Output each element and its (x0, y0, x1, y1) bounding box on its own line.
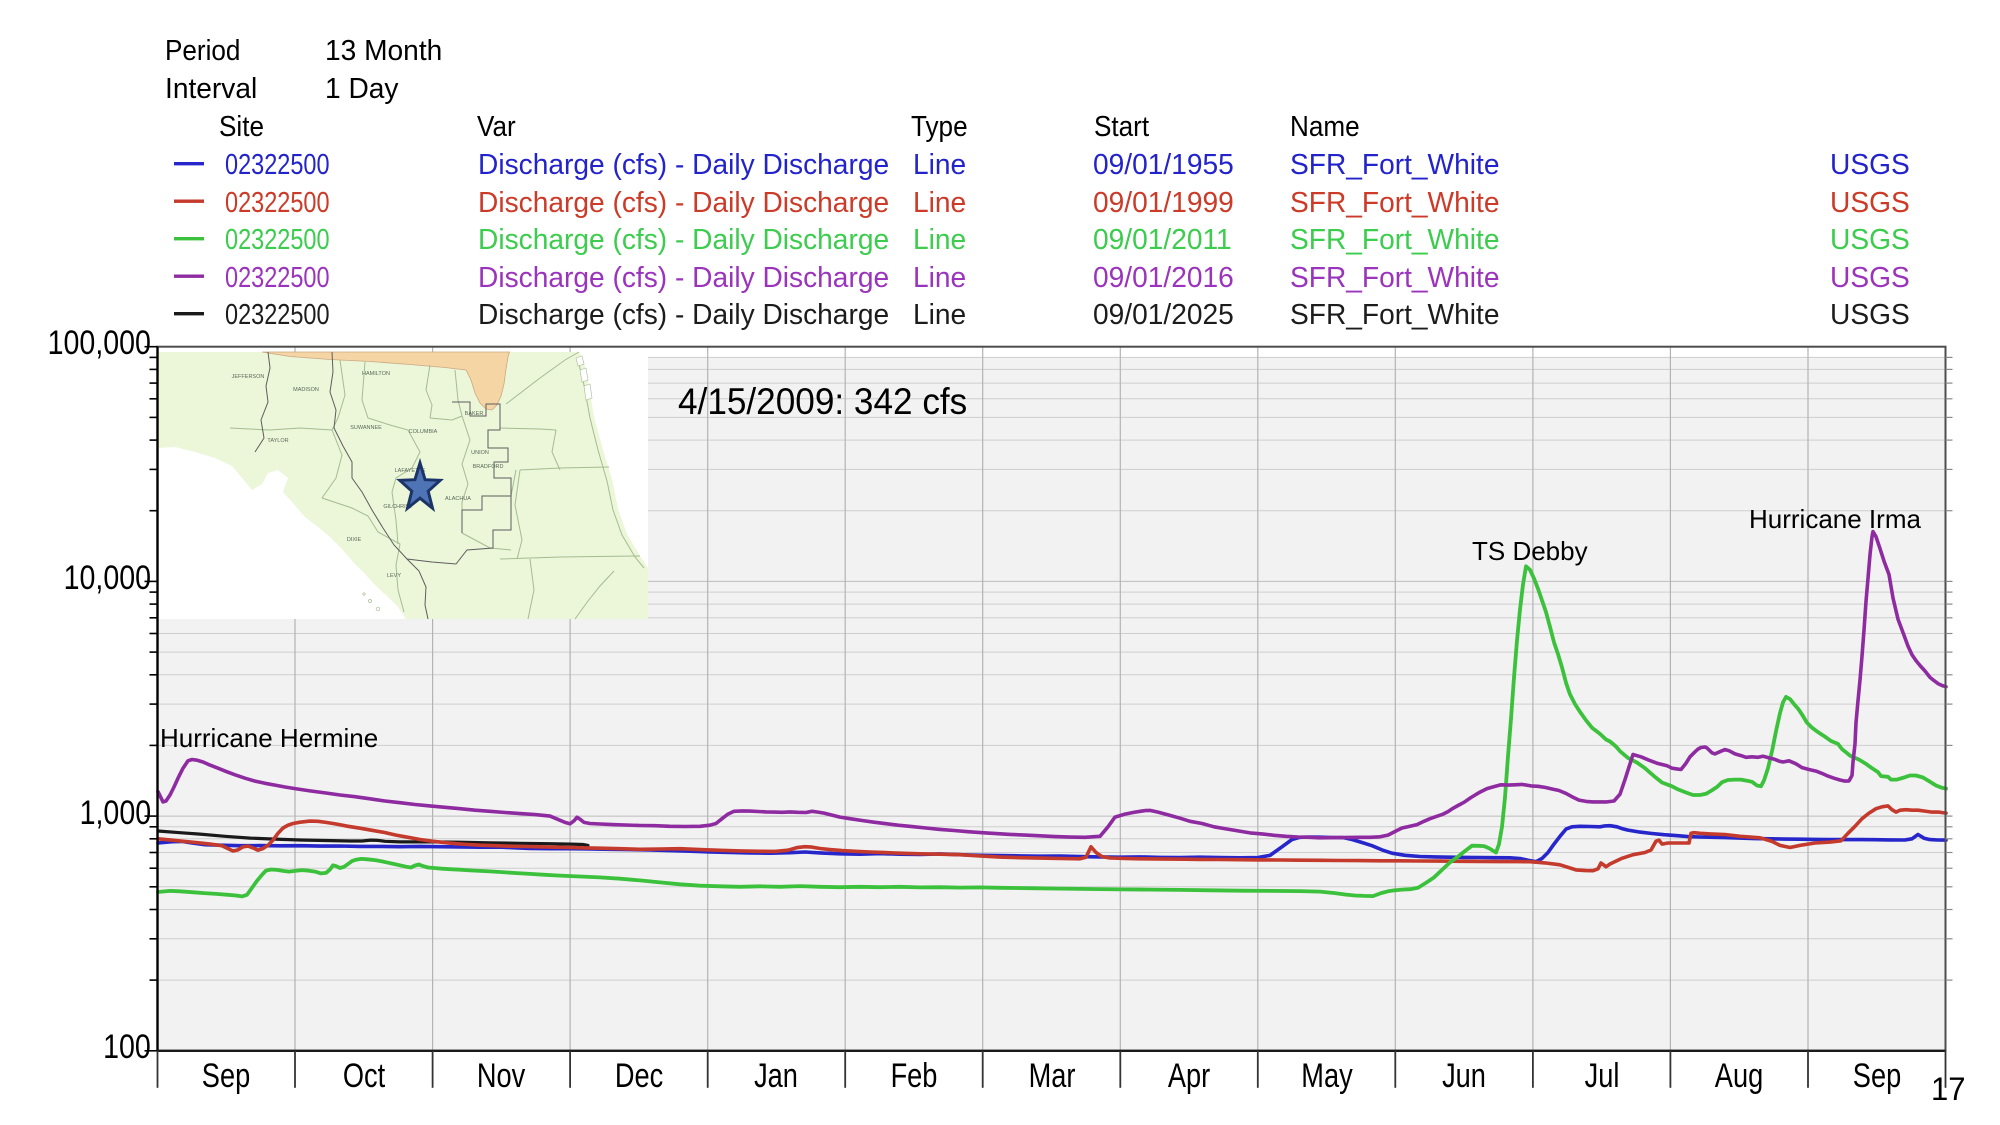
svg-text:GILCHRIST: GILCHRIST (383, 504, 413, 510)
svg-text:COLUMBIA: COLUMBIA (409, 429, 438, 435)
svg-text:ALACHUA: ALACHUA (445, 496, 471, 502)
svg-text:LEVY: LEVY (387, 573, 401, 579)
svg-text:MADISON: MADISON (293, 387, 319, 393)
svg-text:BRADFORD: BRADFORD (473, 464, 504, 470)
svg-text:LAFAYETTE: LAFAYETTE (395, 468, 426, 474)
svg-text:HAMILTON: HAMILTON (362, 371, 390, 377)
svg-text:SUWANNEE: SUWANNEE (350, 425, 382, 431)
svg-text:BAKER: BAKER (465, 411, 484, 417)
svg-text:TAYLOR: TAYLOR (267, 438, 288, 444)
svg-text:DIXIE: DIXIE (347, 537, 362, 543)
svg-text:UNION: UNION (471, 450, 489, 456)
svg-text:JEFFERSON: JEFFERSON (232, 374, 265, 380)
